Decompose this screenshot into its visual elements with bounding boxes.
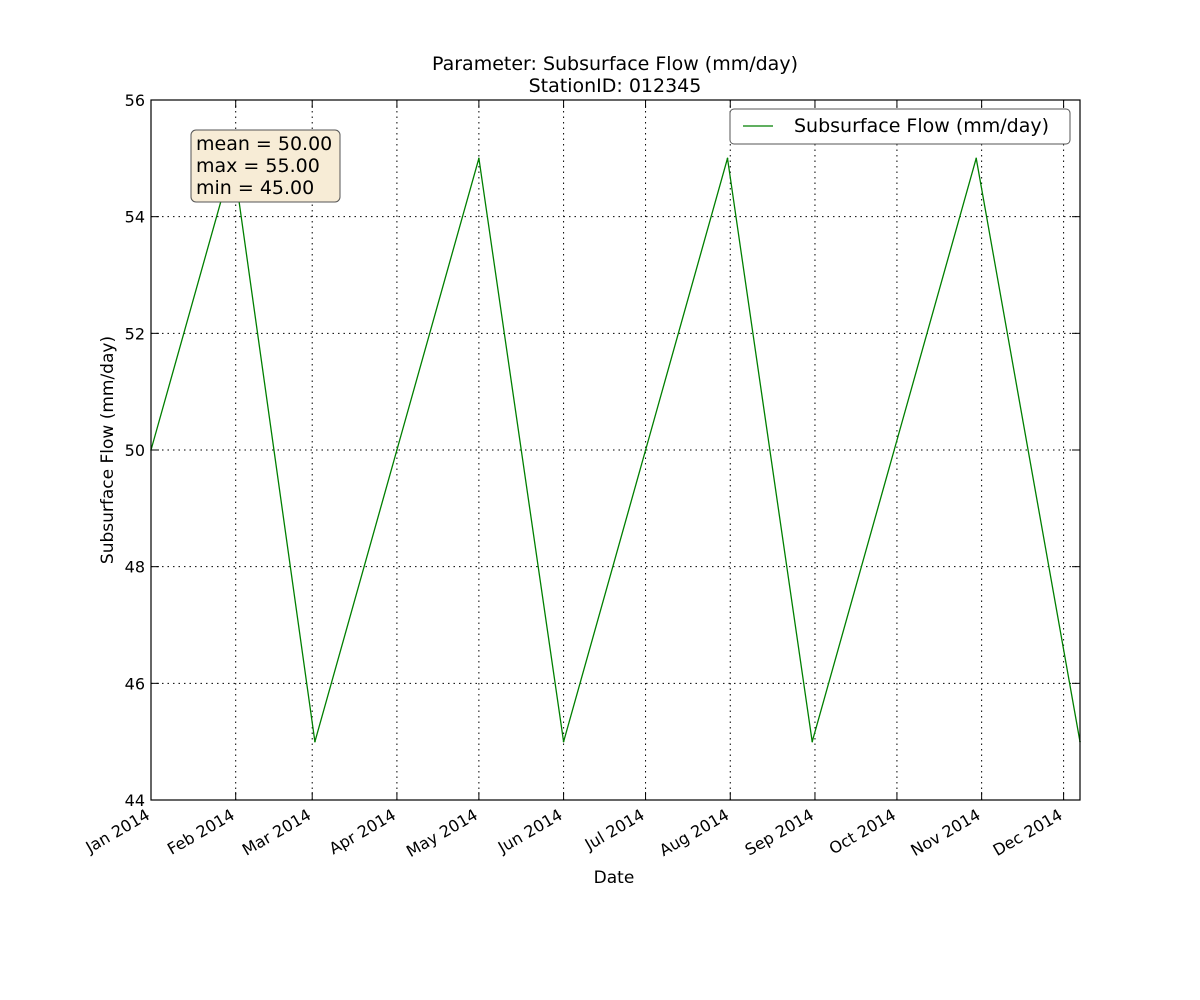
series-point: [893, 449, 895, 451]
y-tick-label: 56: [125, 91, 145, 110]
chart-title-line-2: StationID: 012345: [529, 75, 702, 97]
chart-title: Parameter: Subsurface Flow (mm/day) Stat…: [432, 53, 798, 97]
stats-box: mean = 50.00 max = 55.00 min = 45.00: [190, 129, 341, 203]
y-tick-label: 44: [125, 791, 145, 810]
series-point: [811, 740, 814, 743]
plot-frame: [150, 99, 1081, 801]
y-tick-labels: 44 46 48 50 52 54 56: [125, 91, 145, 810]
x-tick-label: Jul 2014: [581, 805, 648, 855]
chart-title-line-1: Parameter: Subsurface Flow (mm/day): [432, 53, 798, 75]
series-point: [975, 157, 977, 160]
legend-box: [729, 108, 1071, 145]
x-tick-label: Jan 2014: [82, 805, 153, 857]
x-tick-label: Apr 2014: [326, 805, 399, 858]
y-tick-label: 46: [125, 674, 145, 693]
x-tick-label: Feb 2014: [164, 805, 238, 859]
legend: Subsurface Flow (mm/day): [729, 108, 1071, 145]
grid-lines: [151, 100, 1080, 800]
series-point: [478, 157, 480, 160]
stats-box-background: [190, 129, 341, 203]
x-tick-label: Dec 2014: [990, 805, 1066, 860]
series-point: [644, 449, 647, 451]
x-axis-label: Date: [594, 868, 635, 888]
y-tick-label: 48: [125, 558, 145, 577]
y-tick-label: 50: [125, 441, 145, 460]
stats-max: max = 55.00: [196, 155, 320, 177]
x-tick-label: May 2014: [403, 805, 481, 861]
x-tick-label: Sep 2014: [742, 805, 817, 859]
x-tick-label: Jun 2014: [494, 805, 566, 857]
stats-min: min = 45.00: [196, 177, 314, 199]
legend-label: Subsurface Flow (mm/day): [794, 115, 1049, 137]
series-point: [396, 449, 398, 451]
x-tick-labels: Jan 2014 Feb 2014 Mar 2014 Apr 2014 May 2014…: [82, 805, 1066, 861]
x-tick-label: Nov 2014: [907, 805, 983, 860]
x-tick-label: Aug 2014: [656, 805, 732, 860]
y-tick-label: 52: [125, 324, 145, 343]
y-axis-label: Subsurface Flow (mm/day): [98, 336, 118, 564]
series-point: [726, 157, 729, 160]
series-point: [314, 740, 316, 743]
tick-marks: [150, 99, 1080, 801]
series-line: [150, 158, 1081, 742]
series-point: [562, 740, 565, 743]
y-tick-label: 54: [125, 208, 145, 227]
x-tick-label: Mar 2014: [239, 805, 314, 859]
x-tick-label: Oct 2014: [826, 805, 899, 858]
stats-mean: mean = 50.00: [196, 133, 332, 155]
